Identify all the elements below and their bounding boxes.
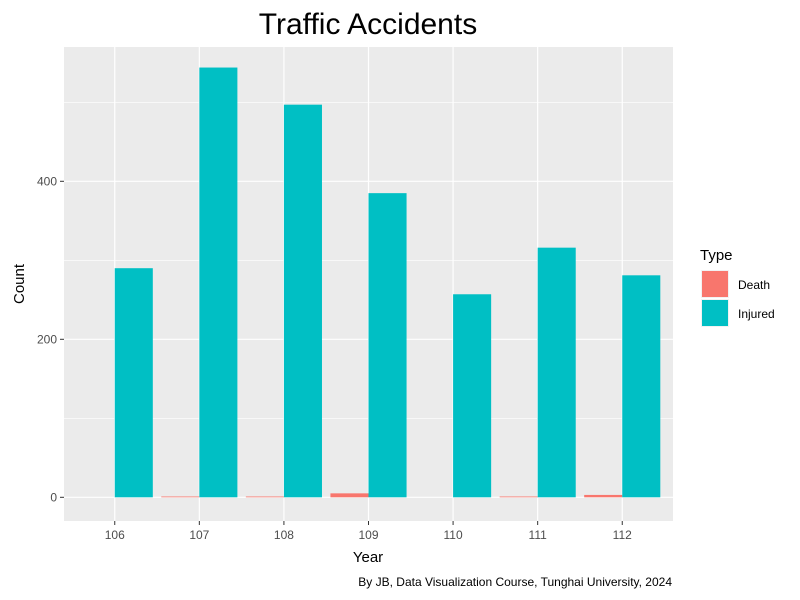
bar-injured-109 — [368, 193, 407, 498]
bar-injured-110 — [453, 294, 492, 498]
bar-death-112 — [584, 494, 623, 498]
bar-injured-106 — [114, 268, 153, 498]
bar-injured-112 — [622, 275, 661, 498]
bar-injured-111 — [537, 247, 576, 498]
x-axis-title: Year — [353, 549, 383, 566]
x-tick-label: 106 — [105, 528, 125, 542]
chart-caption: By JB, Data Visualization Course, Tungha… — [358, 575, 672, 589]
bar-injured-107 — [199, 67, 238, 498]
x-tick-label: 110 — [444, 528, 463, 542]
y-tick-label: 200 — [37, 332, 57, 346]
x-tick-label: 111 — [529, 528, 548, 542]
bar-death-111 — [499, 496, 538, 498]
axes: 0 200 400 106 107 108 109 110 111 112 — [37, 174, 632, 542]
bars — [76, 67, 661, 498]
y-tick-label: 0 — [50, 490, 57, 504]
legend-label-injured: Injured — [738, 307, 775, 321]
chart-title: Traffic Accidents — [259, 8, 477, 41]
legend-label-death: Death — [738, 278, 770, 292]
legend-items: Death Injured — [701, 270, 775, 327]
y-axis-title: Count — [11, 263, 28, 304]
x-tick-label: 108 — [274, 528, 294, 542]
bar-death-108 — [245, 496, 284, 498]
x-tick-label: 112 — [613, 528, 632, 542]
bar-death-107 — [161, 496, 200, 498]
legend-title: Type — [700, 247, 733, 264]
legend-key-death — [702, 271, 728, 297]
x-tick-label: 109 — [358, 528, 378, 542]
legend: Type Death Injured — [700, 247, 775, 327]
bar-injured-108 — [283, 104, 322, 498]
legend-key-injured — [702, 300, 728, 326]
bar-death-109 — [330, 493, 369, 498]
y-tick-label: 400 — [37, 174, 57, 188]
x-tick-label: 107 — [189, 528, 209, 542]
